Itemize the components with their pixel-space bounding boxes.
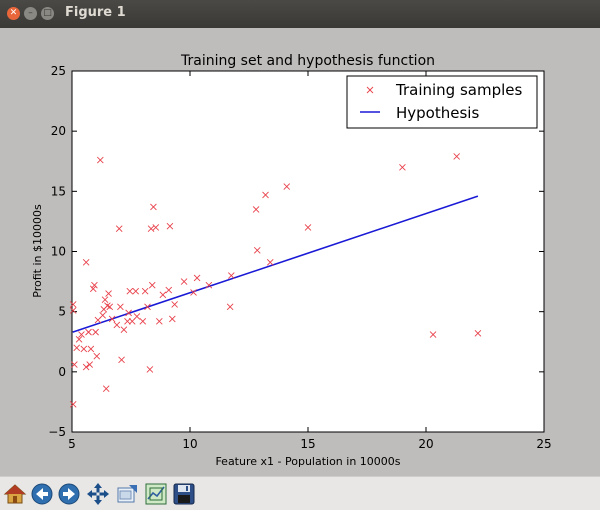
data-point [171,301,178,308]
y-axis-label: Profit in $10000s [31,204,44,298]
data-point [115,225,123,232]
data-point [474,330,482,337]
data-point [156,317,163,325]
legend-label-samples: Training samples [395,81,522,99]
data-point [69,301,77,308]
navigation-toolbar [0,476,600,510]
x-axis-label: Feature x1 - Population in 10000s [215,455,400,468]
data-point [87,345,95,353]
data-point [126,287,134,295]
x-tick-label: 20 [418,437,433,451]
floppy-icon[interactable] [172,482,196,506]
legend-marker-samples [366,86,374,94]
data-point [141,287,149,295]
data-point [429,331,437,338]
move-icon[interactable] [86,482,110,506]
plot-svg: 5 10 15 20 25 −5 0 5 10 15 20 25 Training set and h… [31,53,552,468]
minimize-icon[interactable]: – [24,7,37,20]
legend-label-hypothesis: Hypothesis [396,104,479,122]
plot-area [71,70,545,433]
data-point [120,326,128,334]
y-tick-label: −5 [48,425,66,439]
data-point [93,352,101,360]
data-point [168,315,176,323]
x-tick-label: 10 [182,437,197,451]
data-point [78,331,85,338]
hypothesis-line [72,195,479,333]
data-point [226,303,234,311]
data-point [69,307,77,314]
data-point [150,203,157,211]
arrow-right-icon[interactable] [57,482,81,506]
data-point [80,345,88,353]
data-point [118,356,125,364]
data-point [266,259,274,266]
data-point [227,272,235,279]
data-point [117,303,124,311]
close-icon[interactable]: ✕ [7,7,20,20]
data-point [190,289,197,296]
data-point [166,222,174,230]
data-point [283,183,291,190]
data-point [75,336,83,343]
data-point [99,311,106,319]
data-point [165,286,173,294]
data-point [69,401,77,408]
maximize-icon[interactable]: □ [41,7,54,20]
y-tick-label: 20 [51,124,66,138]
data-point [125,309,132,317]
window-titlebar: ✕ – □ Figure 1 [0,0,600,28]
data-point [86,361,94,368]
y-tick-label: 0 [58,365,66,379]
x-tick-label: 25 [536,437,551,451]
arrow-left-icon[interactable] [30,482,54,506]
data-point [399,163,406,171]
y-tick-label: 5 [58,305,66,319]
data-point [180,278,188,285]
data-point [262,191,269,199]
chart-title: Training set and hypothesis function [180,53,435,69]
data-point [124,317,131,325]
data-point [82,259,90,266]
data-point [89,285,97,293]
data-point [146,366,154,373]
data-point [85,328,92,336]
data-point [71,361,78,368]
y-tick-label: 25 [51,64,66,78]
data-point [102,385,110,392]
data-point [159,291,167,299]
data-point [139,317,147,325]
data-point [252,206,260,213]
zoom-rect-icon[interactable] [115,482,139,506]
data-point [91,281,98,289]
data-point [133,313,141,320]
home-icon[interactable] [3,482,27,506]
legend: Training samples Hypothesis [346,75,538,129]
x-tick-label: 5 [68,437,76,451]
data-point [304,224,312,231]
data-point [108,315,116,323]
data-point [73,344,81,352]
subplots-icon[interactable] [144,482,168,506]
data-point [205,281,213,289]
data-point [113,321,121,329]
data-point [82,363,90,371]
data-point [144,303,151,311]
data-point [132,287,140,295]
data-point [152,224,160,231]
data-point [106,303,114,311]
data-point [453,153,460,160]
data-point [97,156,104,164]
window-title: Figure 1 [65,5,126,20]
x-tick-label: 15 [300,437,315,451]
y-tick-label: 10 [51,245,66,259]
y-tick-label: 15 [51,184,66,198]
data-point [101,296,109,303]
data-point [253,246,261,254]
data-point [193,274,201,282]
legend-box [346,75,538,129]
data-point [105,290,112,297]
data-point [148,281,156,289]
data-point [92,328,99,336]
